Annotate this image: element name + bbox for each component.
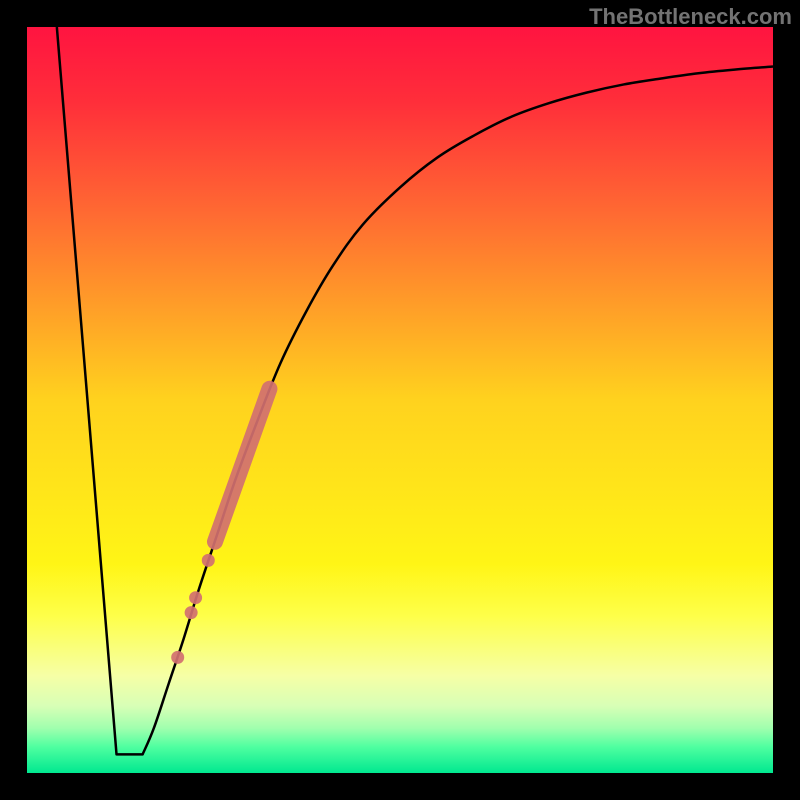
watermark-text: TheBottleneck.com <box>589 4 792 30</box>
chart-container: TheBottleneck.com <box>0 0 800 800</box>
plot-area <box>27 27 773 773</box>
